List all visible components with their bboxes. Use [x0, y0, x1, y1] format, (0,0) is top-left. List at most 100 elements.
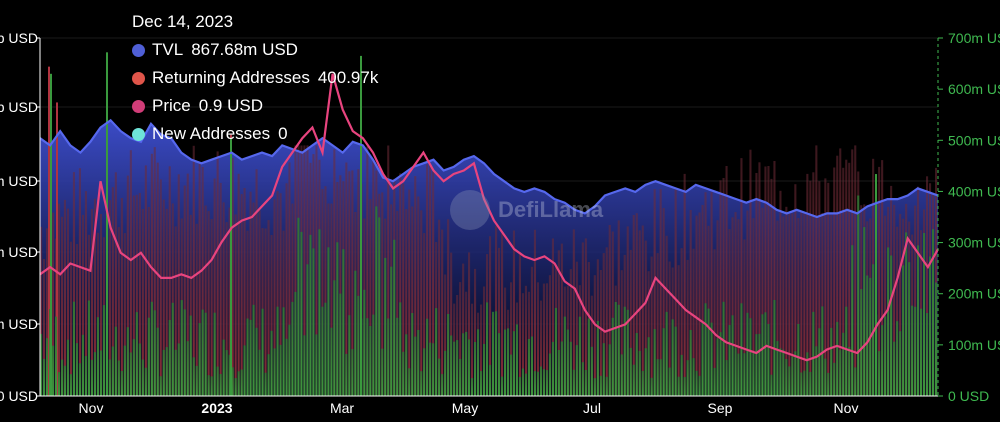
- green-volume-bar: [408, 368, 411, 396]
- green-volume-bar: [55, 316, 58, 396]
- returning-addresses-bar: [572, 229, 575, 396]
- green-volume-bar: [845, 306, 848, 396]
- green-volume-bar: [43, 358, 46, 396]
- green-volume-bar: [294, 291, 297, 396]
- green-volume-bar: [177, 343, 180, 396]
- green-volume-bar: [81, 334, 84, 396]
- green-volume-bar: [438, 358, 441, 396]
- returning-addresses-bar: [66, 208, 69, 396]
- returning-addresses-bar: [58, 203, 61, 396]
- green-volume-bar: [378, 217, 381, 396]
- green-volume-bar: [357, 295, 360, 396]
- green-volume-bar: [252, 304, 255, 396]
- green-volume-bar: [818, 328, 821, 396]
- returning-addresses-bar: [141, 208, 144, 396]
- new-addresses-legend-dot-icon: [132, 127, 145, 141]
- tooltip-series-value: 400.97k: [317, 68, 379, 87]
- green-volume-bar: [923, 233, 926, 396]
- green-volume-bar: [605, 376, 608, 396]
- tooltip-row-tvl: TVL 867.68m USD: [132, 36, 378, 64]
- green-volume-bar: [192, 357, 195, 396]
- returning-addresses-bar: [46, 228, 49, 396]
- green-volume-bar: [596, 321, 599, 396]
- green-volume-bar: [219, 374, 222, 396]
- returning-addresses-bar: [662, 208, 665, 396]
- green-volume-bar: [533, 371, 536, 396]
- green-volume-bar: [69, 374, 72, 396]
- green-volume-bar: [474, 342, 477, 396]
- returning-addresses-bar: [794, 184, 797, 396]
- returning-addresses-bar: [767, 166, 770, 396]
- green-volume-bar: [881, 325, 884, 396]
- green-volume-bar: [890, 255, 893, 396]
- green-volume-bar: [222, 339, 225, 396]
- left-tick-label: 0m USD: [0, 316, 38, 332]
- returning-addresses-bar: [207, 211, 210, 396]
- green-volume-bar: [614, 302, 617, 396]
- returning-addresses-bar: [512, 230, 515, 396]
- green-volume-bar: [548, 353, 551, 396]
- green-volume-bar: [345, 353, 348, 396]
- green-volume-bar: [809, 371, 812, 396]
- green-volume-bar: [327, 247, 330, 396]
- returning-addresses-bar: [225, 222, 228, 396]
- green-volume-bar: [61, 359, 64, 396]
- returning-addresses-bar: [602, 253, 605, 396]
- green-volume-bar: [315, 334, 318, 396]
- returning-addresses-bar: [650, 256, 653, 396]
- green-volume-bar: [72, 301, 75, 396]
- green-volume-bar: [863, 227, 866, 396]
- returning-addresses-bar: [719, 180, 722, 396]
- returning-addresses-bar: [914, 205, 917, 396]
- green-volume-bar: [426, 318, 429, 396]
- green-volume-bar: [563, 316, 566, 396]
- defillama-logo-icon: [450, 190, 490, 230]
- green-volume-bar: [623, 306, 626, 396]
- green-volume-bar: [635, 333, 638, 396]
- green-volume-bar: [527, 339, 530, 396]
- green-volume-bar: [246, 318, 249, 396]
- green-volume-bar: [267, 354, 270, 396]
- green-volume-bar: [833, 362, 836, 396]
- right-tick-label: 200m USD: [948, 286, 1000, 302]
- green-volume-bar: [611, 317, 614, 396]
- green-volume-bar: [521, 368, 524, 396]
- returning-addresses-spike: [48, 66, 50, 396]
- green-volume-bar: [608, 344, 611, 396]
- green-volume-bar: [270, 330, 273, 396]
- green-volume-bar: [417, 330, 420, 396]
- green-volume-bar: [512, 331, 515, 396]
- green-volume-bar: [126, 327, 129, 396]
- returning-addresses-bar: [147, 207, 150, 396]
- tooltip-row-new-addresses: New Addresses 0: [132, 120, 378, 148]
- returning-addresses-bar: [183, 185, 186, 396]
- green-volume-bar: [204, 312, 207, 396]
- returning-addresses-bar: [827, 182, 830, 396]
- green-volume-bar: [719, 332, 722, 396]
- green-volume-bar: [165, 347, 168, 396]
- green-volume-bar: [90, 359, 93, 396]
- returning-addresses-bar: [315, 145, 318, 396]
- green-volume-bar: [396, 317, 399, 396]
- green-volume-bar: [132, 339, 135, 396]
- returning-addresses-bar: [521, 293, 524, 396]
- returning-addresses-bar: [270, 235, 273, 396]
- green-volume-bar: [887, 247, 890, 396]
- green-volume-bar: [375, 206, 378, 396]
- returning-addresses-bar: [821, 212, 824, 396]
- green-volume-bar: [58, 372, 61, 396]
- green-volume-bar: [650, 377, 653, 396]
- green-volume-bar: [518, 377, 521, 396]
- returning-addresses-bar: [764, 166, 767, 396]
- green-volume-bar: [584, 370, 587, 396]
- returning-addresses-bar: [351, 170, 354, 396]
- green-volume-bar: [767, 324, 770, 396]
- returning-addresses-bar: [581, 242, 584, 396]
- green-volume-bar: [123, 345, 126, 396]
- returning-addresses-bar: [339, 175, 342, 396]
- returning-addresses-bar: [743, 239, 746, 396]
- returning-addresses-bar: [641, 225, 644, 396]
- left-tick-label: 5b USD: [0, 30, 38, 46]
- green-volume-bar: [776, 341, 779, 396]
